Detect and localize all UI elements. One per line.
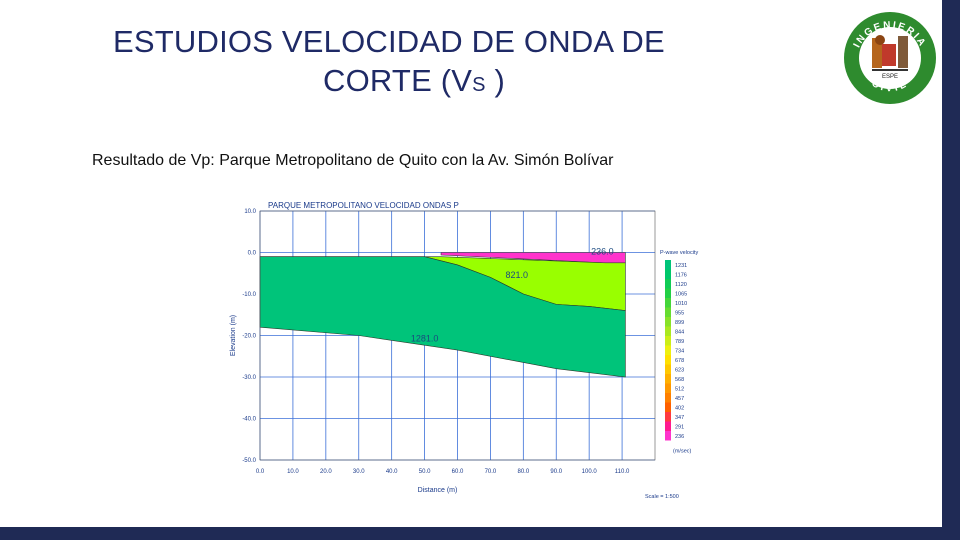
legend-label: 236 — [675, 434, 684, 440]
y-tick-label: -40.0 — [242, 417, 256, 423]
legend-swatch — [665, 326, 671, 336]
legend-label: 623 — [675, 368, 684, 374]
legend-swatch — [665, 307, 671, 317]
slide-subtitle: Resultado de Vp: Parque Metropolitano de… — [92, 152, 614, 169]
x-tick-label: 90.0 — [550, 469, 562, 475]
legend-swatch — [665, 355, 671, 365]
legend-label: 402 — [675, 406, 684, 412]
legend-swatch — [665, 402, 671, 412]
x-tick-label: 60.0 — [452, 469, 464, 475]
velocity-layer-layer-3 — [259, 256, 626, 378]
legend-label: 291 — [675, 425, 684, 431]
y-tick-label: 10.0 — [244, 209, 256, 215]
legend-label: 1010 — [675, 301, 687, 307]
legend-swatch — [665, 374, 671, 384]
right-border-bar — [942, 0, 960, 540]
logo-engineer-icon — [872, 35, 908, 71]
y-tick-label: -30.0 — [242, 375, 256, 381]
legend-swatch — [665, 393, 671, 403]
layer-velocity-label: 236.0 — [591, 247, 614, 257]
legend-swatch — [665, 383, 671, 393]
velocity-chart: 236.0 821.0 1281.0 PARQUE METROPOLITANO VEL… — [230, 201, 698, 500]
x-tick-label: 20.0 — [320, 469, 332, 475]
legend-swatch — [665, 269, 671, 279]
y-tick-label: -10.0 — [242, 292, 256, 298]
x-tick-label: 110.0 — [615, 469, 630, 475]
legend-swatch — [665, 260, 671, 270]
x-tick-label: 30.0 — [353, 469, 365, 475]
legend-label: 1231 — [675, 263, 687, 269]
legend-label: 844 — [675, 330, 684, 336]
x-tick-label: 100.0 — [582, 469, 598, 475]
y-tick-label: -50.0 — [242, 458, 256, 464]
title-line-2: CORTE (VS ) — [80, 61, 800, 105]
legend-label: 734 — [675, 349, 684, 355]
layer-velocity-label: 821.0 — [505, 270, 528, 280]
ingenieria-civil-logo: INGENIERIA CIVIL ESPE — [844, 12, 936, 104]
title-subscript: S — [472, 74, 486, 96]
y-axis-label: Elevation (m) — [230, 315, 237, 356]
x-tick-label: 50.0 — [419, 469, 431, 475]
legend-swatch — [665, 298, 671, 308]
x-tick-label: 40.0 — [386, 469, 398, 475]
legend-swatch — [665, 288, 671, 298]
legend-label: 347 — [675, 415, 684, 421]
title-line-2-main: CORTE (V — [323, 63, 473, 98]
x-tick-label: 0.0 — [256, 469, 265, 475]
y-tick-label: 0.0 — [248, 251, 257, 257]
logo-badge-text: ESPE — [882, 74, 898, 80]
logo-bottom-text: CIVIL — [870, 78, 911, 94]
legend-label: 1065 — [675, 292, 687, 298]
legend-title: P-wave velocity — [660, 250, 698, 256]
legend-label: 678 — [675, 358, 684, 364]
legend-label: 457 — [675, 396, 684, 402]
legend-label: 955 — [675, 311, 684, 317]
y-tick-label: -20.0 — [242, 334, 256, 340]
legend-swatch — [665, 412, 671, 422]
legend-swatch — [665, 336, 671, 346]
legend-swatch — [665, 431, 671, 441]
legend-swatch — [665, 421, 671, 431]
legend-label: 512 — [675, 387, 684, 393]
scale-text: Scale = 1:500 — [645, 494, 679, 500]
legend-swatch — [665, 317, 671, 327]
x-axis-label: Distance (m) — [418, 487, 458, 494]
x-tick-label: 10.0 — [287, 469, 299, 475]
legend-swatch — [665, 345, 671, 355]
slide-title: ESTUDIOS VELOCIDAD DE ONDA DE CORTE (VS … — [80, 22, 800, 105]
legend-label: 1176 — [675, 273, 687, 279]
legend-swatch — [665, 279, 671, 289]
bottom-border-bar — [0, 527, 960, 540]
x-tick-label: 80.0 — [517, 469, 529, 475]
title-line-1: ESTUDIOS VELOCIDAD DE ONDA DE — [113, 24, 665, 59]
legend-label: 789 — [675, 339, 684, 345]
legend-unit: (m/sec) — [673, 449, 692, 455]
layer-velocity-label: 1281.0 — [411, 334, 439, 344]
legend-swatch — [665, 364, 671, 374]
chart-title: PARQUE METROPOLITANO VELOCIDAD ONDAS P — [268, 201, 459, 210]
plot-frame — [259, 210, 656, 461]
x-tick-label: 70.0 — [485, 469, 497, 475]
legend-label: 1120 — [675, 282, 687, 288]
legend-label: 568 — [675, 377, 684, 383]
legend-label: 899 — [675, 320, 684, 326]
title-line-2-end: ) — [485, 63, 506, 98]
